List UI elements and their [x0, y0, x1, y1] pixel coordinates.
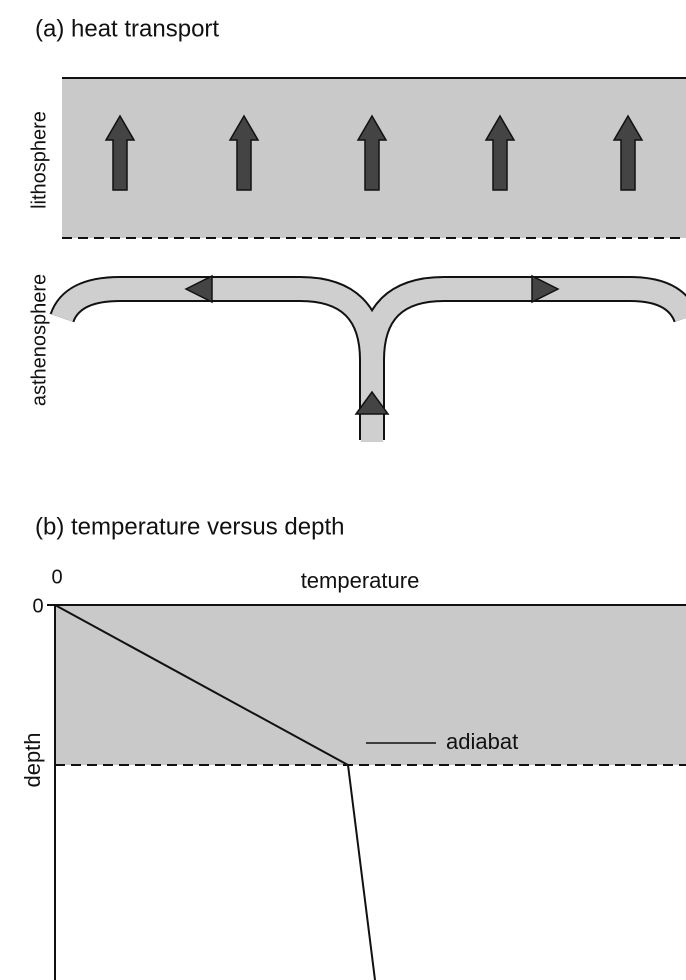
x-origin-label: 0: [51, 566, 62, 588]
panel-title: (a) heat transport: [35, 15, 219, 42]
x-axis-label: temperature: [301, 568, 420, 593]
curve-label: adiabat: [446, 729, 518, 754]
lithosphere-band: [55, 605, 686, 765]
layer-label: asthenosphere: [28, 274, 50, 406]
convection-tube: [49, 276, 686, 442]
geotherm: [54, 604, 376, 980]
flow-arrowheads: [184, 274, 560, 415]
y-origin-label: 0: [32, 595, 43, 617]
y-axis-label: depth: [20, 732, 45, 787]
layer-label: lithosphere: [28, 111, 50, 209]
panel-title: (b) temperature versus depth: [35, 513, 344, 540]
heat-arrows: [104, 114, 644, 191]
